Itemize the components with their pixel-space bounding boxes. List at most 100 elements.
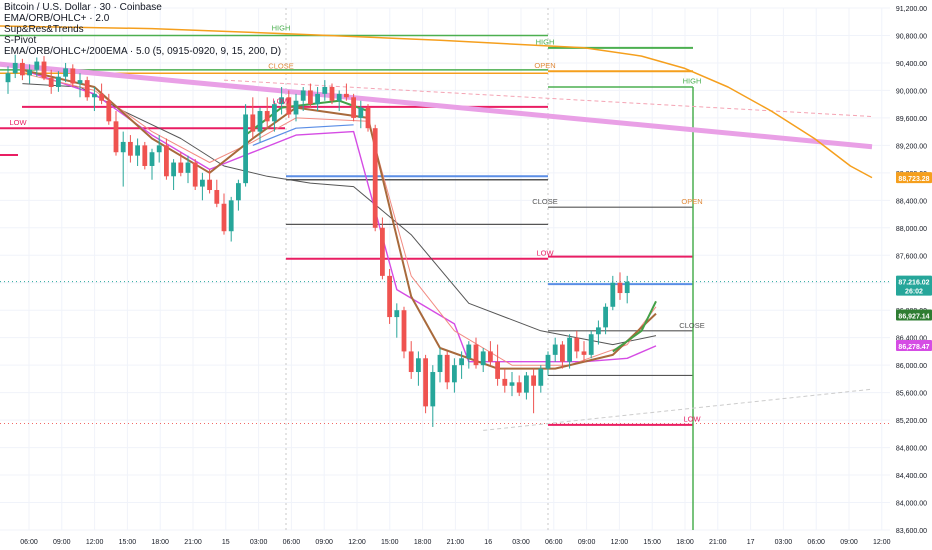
indicator-ema-200[interactable]: EMA/ORB/OHLC+/200EMA · 5.0 (5, 0915-0920…: [4, 46, 282, 57]
candle-body: [351, 97, 356, 118]
level-label: HIGH: [536, 37, 555, 46]
indicator-ema-orb[interactable]: EMA/ORB/OHLC+ · 2.0: [4, 13, 110, 24]
y-tick-label: 91,200.00: [896, 6, 927, 13]
candle-body: [509, 382, 515, 386]
candle-body: [603, 306, 608, 328]
price-badge-bg: [896, 340, 932, 352]
y-tick-label: 90,400.00: [896, 61, 927, 68]
candle-body: [214, 190, 220, 204]
indicator-sup-res[interactable]: Sup&Res&Trends: [4, 24, 84, 35]
x-tick-label: 06:00: [283, 539, 301, 546]
candle-body: [480, 351, 486, 366]
candle-body: [502, 378, 508, 386]
ema-brown-line: [22, 68, 657, 370]
price-badge: 87,216.02: [896, 275, 932, 287]
candle-body: [538, 368, 544, 386]
candle-body: [99, 93, 104, 101]
x-tick-label: 03:00: [512, 539, 530, 546]
candle-body: [207, 179, 212, 191]
y-tick-label: 90,000.00: [896, 88, 927, 95]
x-tick-label: 15:00: [643, 539, 661, 546]
candle-body: [423, 358, 428, 407]
candle-body: [142, 145, 148, 166]
candle-body: [63, 68, 68, 77]
price-badge-text: 87,216.02: [898, 280, 929, 287]
candle-body: [358, 107, 364, 118]
candle-body: [552, 344, 558, 355]
candle-body: [84, 80, 90, 98]
level-label: HIGH: [272, 24, 291, 33]
candle-body: [617, 282, 623, 294]
candle-body: [228, 200, 234, 232]
candle-body: [293, 100, 299, 115]
candle-body: [437, 354, 443, 373]
level-label: LOW: [683, 414, 701, 423]
candle-body: [466, 344, 472, 359]
candle-body: [567, 337, 572, 362]
x-tick-label: 06:00: [20, 539, 38, 546]
candle-body: [473, 344, 479, 366]
x-tick-label: 03:00: [775, 539, 793, 546]
candle-body: [106, 100, 112, 122]
y-tick-label: 87,600.00: [896, 253, 927, 260]
x-tick-label: 03:00: [250, 539, 268, 546]
candle-body: [257, 111, 263, 132]
x-tick-label: 15:00: [381, 539, 399, 546]
candle-body: [308, 90, 313, 105]
candle-body: [380, 227, 385, 276]
candle-body: [27, 69, 32, 76]
candle-body: [329, 86, 335, 101]
indicator-s-pivot[interactable]: S-Pivot: [4, 35, 37, 46]
level-label: CLOSE: [268, 61, 293, 70]
time-axis[interactable]: 06:00 09:00 12:00 15:00 18:00 21:00 15 03:00 06:…: [20, 539, 890, 546]
candle-body: [315, 93, 320, 105]
x-tick-label: 17: [747, 539, 755, 546]
candle-body: [128, 141, 133, 156]
candle-body: [243, 114, 248, 184]
candle-body: [596, 327, 601, 335]
x-tick-label: 15:00: [119, 539, 137, 546]
candle-body: [610, 282, 616, 307]
candle-body: [56, 76, 61, 87]
x-tick-label: 12:00: [611, 539, 629, 546]
price-badge-text: 88,723.28: [898, 176, 929, 183]
y-tick-label: 84,000.00: [896, 501, 927, 508]
candle-body: [516, 382, 522, 393]
candle-body: [135, 145, 140, 156]
candle-body: [286, 97, 292, 115]
candle-body: [192, 162, 198, 187]
x-tick-label: 18:00: [414, 539, 432, 546]
candle-body: [48, 78, 54, 87]
trend-line-pink: [0, 61, 873, 150]
y-tick-label: 86,000.00: [896, 363, 927, 370]
level-label: LOW: [9, 118, 27, 127]
candle-body: [70, 68, 76, 84]
x-tick-label: 16: [484, 539, 492, 546]
candle-body: [279, 97, 284, 105]
price-badge-bg: [896, 275, 932, 287]
candle-body: [452, 365, 457, 383]
candle-body: [149, 152, 155, 166]
price-badge: 86,927.14: [896, 309, 932, 321]
candle-body: [185, 162, 191, 173]
x-tick-label: 12:00: [873, 539, 891, 546]
candle-body: [387, 275, 392, 318]
grid-layer: [0, 7, 890, 531]
candle-body: [560, 344, 565, 362]
candle-body: [221, 203, 227, 232]
candle-body: [20, 62, 25, 76]
candle-body: [495, 361, 500, 379]
candle-body: [524, 375, 529, 393]
price-axis[interactable]: 91,200.00 90,800.00 90,400.00 90,000.00 89,6…: [896, 6, 927, 535]
price-badge-bg: [896, 172, 932, 184]
candle-body: [408, 351, 414, 373]
x-tick-label: 21:00: [184, 539, 202, 546]
price-badges-layer: 88,723.28 87,216.02 26:02 86,927.14 86,278.4…: [896, 172, 932, 352]
x-tick-label: 09:00: [578, 539, 596, 546]
price-badge: 86,278.47: [896, 340, 932, 352]
candle-body: [336, 93, 342, 101]
level-label: CLOSE: [679, 321, 704, 330]
candle-body: [444, 354, 450, 383]
x-tick-label: 09:00: [315, 539, 333, 546]
